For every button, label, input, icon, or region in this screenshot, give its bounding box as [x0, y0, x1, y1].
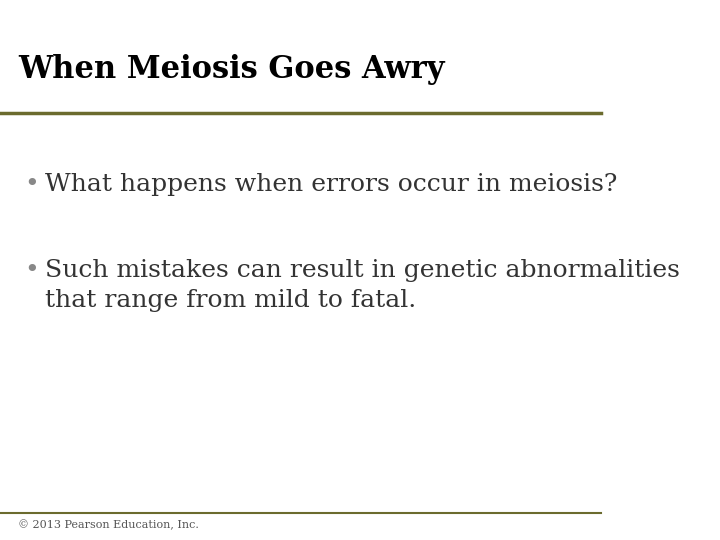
- Text: What happens when errors occur in meiosis?: What happens when errors occur in meiosi…: [45, 173, 618, 196]
- Text: © 2013 Pearson Education, Inc.: © 2013 Pearson Education, Inc.: [18, 519, 199, 530]
- Text: •: •: [24, 259, 39, 282]
- Text: When Meiosis Goes Awry: When Meiosis Goes Awry: [18, 54, 444, 85]
- Text: Such mistakes can result in genetic abnormalities
that range from mild to fatal.: Such mistakes can result in genetic abno…: [45, 259, 680, 313]
- Text: •: •: [24, 173, 39, 196]
